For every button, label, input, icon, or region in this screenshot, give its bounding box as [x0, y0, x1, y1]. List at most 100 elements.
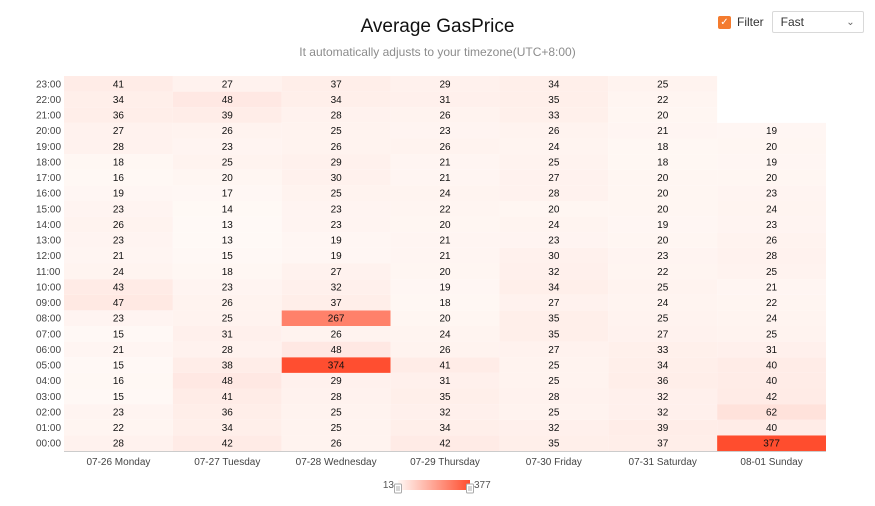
- heatmap-cell: [64, 279, 173, 295]
- cell-label: 25: [657, 282, 669, 293]
- visual-map[interactable]: 13 377: [383, 480, 491, 494]
- heatmap-cell: [281, 91, 391, 108]
- y-tick-label: 10:00: [36, 282, 61, 293]
- heatmap-cell: [499, 279, 609, 295]
- y-tick-label: 18:00: [36, 157, 61, 168]
- cell-label: 23: [331, 220, 343, 231]
- heatmap-cell: [608, 201, 718, 217]
- heatmap-cell: [717, 326, 826, 342]
- cell-label: 20: [766, 173, 778, 184]
- heatmap-cell: [608, 107, 718, 123]
- cell-label: 27: [113, 126, 125, 137]
- heatmap-cell: [281, 169, 391, 186]
- heatmap-cell: [717, 341, 826, 358]
- cell-label: 15: [113, 392, 125, 403]
- cell-label: 42: [439, 439, 451, 450]
- x-tick-label: 07-28 Wednesday: [296, 457, 377, 468]
- cell-label: 28: [113, 142, 125, 153]
- visual-map-min-handle[interactable]: [394, 483, 402, 494]
- heatmap-cell: [499, 216, 609, 233]
- heatmap-cell: [608, 326, 718, 342]
- cell-label: 35: [548, 314, 560, 325]
- cell-label: 25: [331, 189, 343, 200]
- cell-label: 19: [766, 157, 778, 168]
- y-tick-label: 03:00: [36, 392, 61, 403]
- cell-label: 17: [222, 189, 234, 200]
- visual-map-min-label: 13: [383, 480, 395, 491]
- cell-label: 23: [113, 314, 125, 325]
- cell-label: 27: [657, 329, 669, 340]
- heatmap-cell: [172, 122, 282, 139]
- heatmap-cell: [64, 91, 173, 108]
- heatmap-cell: [172, 279, 282, 295]
- cell-label: 23: [113, 204, 125, 215]
- heatmap-cell: [390, 232, 500, 248]
- x-tick-label: 07-26 Monday: [86, 457, 150, 468]
- cell-label: 30: [331, 173, 343, 184]
- cell-label: 26: [439, 345, 451, 356]
- cell-label: 20: [439, 314, 451, 325]
- cell-label: 26: [331, 439, 343, 450]
- cell-label: 26: [548, 126, 560, 137]
- heatmap-cell: [64, 107, 173, 123]
- cell-label: 23: [222, 282, 234, 293]
- cell-label: 25: [548, 157, 560, 168]
- filter-checkbox[interactable]: ✓: [718, 15, 731, 29]
- cell-label: 20: [657, 111, 669, 122]
- x-tick-label: 07-31 Saturday: [629, 457, 697, 468]
- cell-label: 18: [439, 298, 451, 309]
- cell-label: 20: [222, 173, 234, 184]
- cell-label: 25: [766, 329, 778, 340]
- cell-label: 19: [331, 251, 343, 262]
- heatmap-cell: [281, 435, 391, 451]
- heatmap-cell: [390, 419, 500, 436]
- cell-label: 31: [439, 376, 451, 387]
- cell-label: 28: [548, 392, 560, 403]
- heatmap-cell: [172, 138, 282, 155]
- cell-label: 19: [113, 189, 125, 200]
- visual-map-max-handle[interactable]: [466, 483, 474, 494]
- cell-label: 34: [222, 423, 234, 434]
- cell-label: 22: [657, 267, 669, 278]
- heatmap-cell: [172, 91, 282, 108]
- y-tick-label: 14:00: [36, 220, 61, 231]
- cell-label: 32: [657, 407, 669, 418]
- heatmap-cell: [717, 435, 826, 451]
- heatmap-cell: [608, 341, 718, 358]
- heatmap-cell: [64, 419, 173, 436]
- heatmap-cell: [608, 76, 718, 92]
- cell-label: 43: [113, 282, 125, 293]
- cell-label: 37: [331, 298, 343, 309]
- heatmap-cell: [608, 138, 718, 155]
- heatmap-cell: [172, 107, 282, 123]
- visual-map-max-label: 377: [474, 480, 491, 491]
- cell-label: 15: [222, 251, 234, 262]
- y-tick-label: 09:00: [36, 298, 61, 309]
- heatmap-cell: [717, 247, 826, 264]
- heatmap-cell: [172, 76, 282, 92]
- speed-select[interactable]: Fast ⌄: [771, 11, 864, 33]
- cell-label: 37: [657, 439, 669, 450]
- heatmap-cell: [390, 247, 500, 264]
- cell-label: 41: [113, 79, 125, 90]
- heatmap-cell: [281, 122, 391, 139]
- heatmap-cell: [717, 404, 826, 420]
- y-tick-label: 08:00: [36, 314, 61, 325]
- cell-label: 23: [439, 126, 451, 137]
- heatmap-cell: [172, 419, 282, 436]
- cell-label: 26: [222, 298, 234, 309]
- y-tick-label: 23:00: [36, 79, 61, 90]
- cell-label: 48: [331, 345, 343, 356]
- cell-label: 32: [548, 267, 560, 278]
- heatmap-cell: [390, 138, 500, 155]
- heatmap-cell: [608, 263, 718, 280]
- heatmap-cell: [390, 294, 500, 311]
- cell-label: 42: [766, 392, 778, 403]
- cell-label: 22: [657, 95, 669, 106]
- heatmap-cell: [390, 154, 500, 170]
- heatmap-cell: [608, 122, 718, 139]
- heatmap-cell: [64, 263, 173, 280]
- heatmap-cell: [172, 294, 282, 311]
- heatmap-cell: [281, 357, 391, 373]
- cell-label: 21: [439, 173, 451, 184]
